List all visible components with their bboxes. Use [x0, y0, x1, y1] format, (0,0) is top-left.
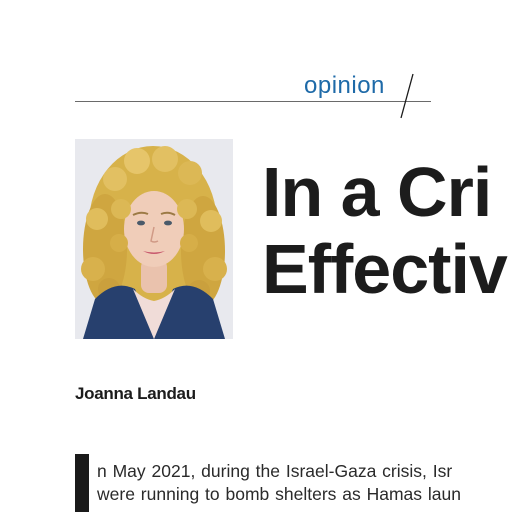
headline-line-2: Effectiv: [262, 230, 508, 308]
body-line-2: were running to bomb shelters as Hamas l…: [97, 484, 461, 504]
article-body: n May 2021, during the Israel-Gaza crisi…: [97, 460, 512, 512]
author-portrait-image: [75, 139, 233, 339]
headline-line-1: In a Cri: [262, 154, 492, 231]
section-label: opinion: [304, 72, 385, 99]
slash-divider-icon: [400, 73, 414, 119]
drop-cap-letter: [75, 454, 89, 512]
author-photo: [75, 139, 233, 339]
author-byline: Joanna Landau: [75, 384, 196, 403]
article-headline: In a Cri Effectiv: [262, 154, 512, 314]
section-rule: [75, 101, 431, 102]
body-line-1: n May 2021, during the Israel-Gaza crisi…: [97, 461, 453, 481]
